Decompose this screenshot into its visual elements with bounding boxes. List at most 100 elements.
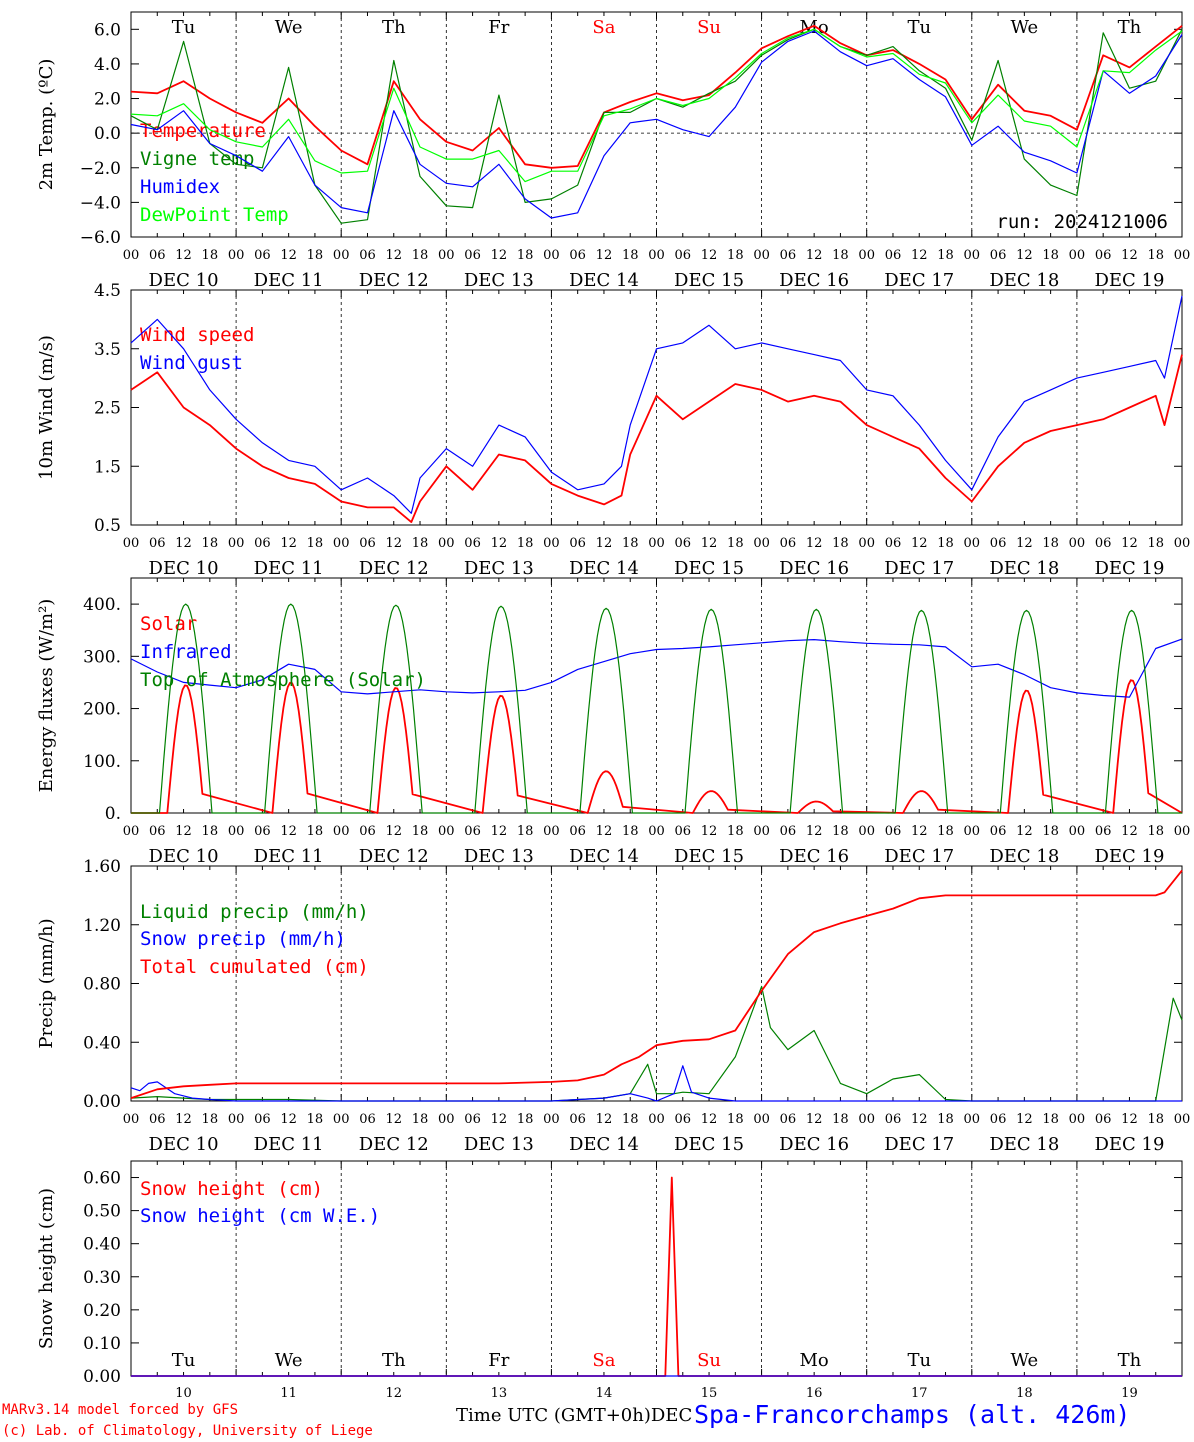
y-tick-label: 0.20 — [83, 1301, 121, 1321]
hour-tick-label: 18 — [412, 536, 429, 551]
date-label: DEC 13 — [464, 558, 534, 579]
y-tick-label: 0.10 — [83, 1334, 121, 1354]
weekday-label: Sa — [592, 1350, 615, 1371]
y-tick-label: 400. — [83, 595, 121, 615]
hour-tick-label: 06 — [359, 248, 376, 263]
date-label: DEC 16 — [779, 558, 849, 579]
hour-tick-label: 12 — [701, 824, 718, 839]
weekday-label: Fr — [488, 17, 509, 38]
hour-tick-label: 18 — [517, 248, 534, 263]
hour-tick-label: 18 — [1042, 824, 1059, 839]
date-label: DEC 15 — [674, 270, 744, 291]
weekday-label: Fr — [488, 1350, 509, 1371]
hour-tick-label: 18 — [307, 248, 324, 263]
legend-label: Humidex — [140, 176, 220, 198]
hour-tick-label: 12 — [1016, 248, 1033, 263]
hour-tick-label: 18 — [832, 1112, 849, 1127]
hour-tick-label: 18 — [517, 1112, 534, 1127]
hour-tick-label: 12 — [175, 248, 192, 263]
date-label: DEC 13 — [464, 270, 534, 291]
weekday-label: Th — [1118, 1350, 1142, 1371]
day-number-label: 15 — [701, 1386, 718, 1401]
hour-tick-label: 00 — [964, 824, 981, 839]
day-number-label: 17 — [911, 1386, 928, 1401]
hour-tick-label: 06 — [1095, 248, 1112, 263]
hour-tick-label: 12 — [385, 248, 402, 263]
hour-tick-label: 18 — [412, 248, 429, 263]
hour-tick-label: 00 — [543, 248, 560, 263]
legend-label: Solar — [140, 613, 197, 635]
date-label: DEC 11 — [254, 1134, 324, 1155]
hour-tick-label: 18 — [832, 536, 849, 551]
y-tick-label: 2.0 — [94, 90, 121, 110]
weekday-label: Su — [697, 1350, 721, 1371]
date-label: DEC 18 — [989, 558, 1059, 579]
hour-tick-label: 12 — [596, 536, 613, 551]
date-label: DEC 18 — [989, 846, 1059, 867]
time-axis-title: Time UTC (GMT+0h) — [456, 1405, 651, 1426]
weekday-label: We — [1011, 17, 1039, 38]
hour-tick-label: 06 — [359, 536, 376, 551]
hour-tick-label: 00 — [648, 248, 665, 263]
hour-tick-label: 06 — [149, 824, 166, 839]
series-line-total-cumulated-cm- — [130, 869, 1183, 1099]
hour-tick-label: 18 — [202, 248, 219, 263]
hour-tick-label: 12 — [175, 824, 192, 839]
hour-tick-label: 18 — [307, 824, 324, 839]
hour-tick-label: 18 — [517, 824, 534, 839]
weekday-label: We — [275, 1350, 303, 1371]
hour-tick-label: 12 — [175, 536, 192, 551]
series-line-dewpoint-temp — [130, 28, 1183, 183]
hour-tick-label: 00 — [333, 248, 350, 263]
y-tick-label: 1.5 — [94, 457, 121, 477]
y-tick-label: 1.20 — [83, 916, 121, 936]
hour-tick-label: 12 — [806, 1112, 823, 1127]
hour-tick-label: 00 — [333, 1112, 350, 1127]
date-label: DEC 19 — [1094, 1134, 1164, 1155]
y-axis-label: 2m Temp. (ºC) — [36, 59, 57, 191]
hour-tick-label: 12 — [806, 248, 823, 263]
hour-tick-label: 18 — [937, 536, 954, 551]
date-label: DEC 16 — [779, 1134, 849, 1155]
date-label: DEC 10 — [149, 846, 219, 867]
series-line-wind-speed — [130, 354, 1183, 523]
y-tick-label: 0.80 — [83, 975, 121, 995]
date-label: DEC 12 — [359, 846, 429, 867]
hour-tick-label: 18 — [307, 1112, 324, 1127]
weekday-label: Th — [382, 17, 406, 38]
date-label: DEC 18 — [989, 270, 1059, 291]
legend-label: Snow height (cm W.E.) — [140, 1205, 380, 1227]
date-label: DEC 17 — [884, 558, 954, 579]
y-tick-label: −6.0 — [80, 228, 121, 248]
hour-tick-label: 00 — [228, 824, 245, 839]
hour-tick-label: 12 — [491, 824, 508, 839]
hour-tick-label: 06 — [1095, 824, 1112, 839]
date-label: DEC 18 — [989, 1134, 1059, 1155]
hour-tick-label: 18 — [622, 248, 639, 263]
hour-tick-label: 00 — [333, 824, 350, 839]
hour-tick-label: 00 — [753, 824, 770, 839]
hour-tick-label: 12 — [491, 536, 508, 551]
hour-tick-label: 00 — [858, 536, 875, 551]
y-tick-label: 0. — [105, 804, 121, 824]
hour-tick-label: 06 — [990, 536, 1007, 551]
day-number-label: 10 — [175, 1386, 192, 1401]
hour-tick-label: 06 — [464, 1112, 481, 1127]
y-tick-label: 0.50 — [83, 1202, 121, 1222]
date-label: DEC 11 — [254, 846, 324, 867]
hour-tick-label: 18 — [1042, 536, 1059, 551]
y-tick-label: 0.60 — [83, 1169, 121, 1189]
date-label: DEC 16 — [779, 270, 849, 291]
weekday-label: Sa — [592, 17, 615, 38]
hour-tick-label: 12 — [1121, 248, 1138, 263]
hour-tick-label: 06 — [780, 248, 797, 263]
hour-tick-label: 00 — [123, 824, 140, 839]
day-number-label: 12 — [385, 1386, 402, 1401]
hour-tick-label: 00 — [1174, 248, 1191, 263]
legend-label: Top of Atmosphere (Solar) — [140, 669, 426, 691]
hour-tick-label: 12 — [1016, 536, 1033, 551]
y-tick-label: 0.40 — [83, 1235, 121, 1255]
hour-tick-label: 18 — [202, 824, 219, 839]
hour-tick-label: 06 — [464, 824, 481, 839]
y-tick-label: 1.60 — [83, 857, 121, 877]
